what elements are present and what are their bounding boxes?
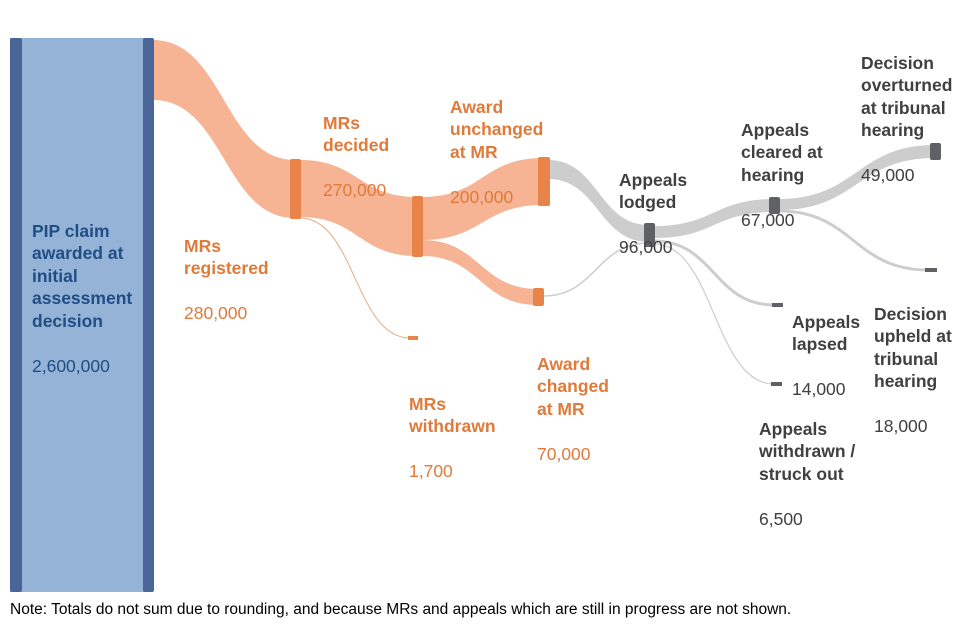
- flow-appeals-cleared-to-decision-overturned: [779, 145, 935, 210]
- node-name: MRs registered: [184, 235, 269, 279]
- flow-appeals-lodged-to-appeals-withdrawn: [653, 243, 775, 385]
- flow-award-unchanged-to-appeals-lodged: [548, 160, 649, 242]
- label-decision-upheld: Decision upheld at tribunal hearing 18,0…: [874, 280, 952, 460]
- label-appeals-lapsed: Appeals lapsed 14,000: [792, 288, 860, 423]
- flow-mrs-decided-to-award-changed: [422, 240, 538, 305]
- node-name: Award changed at MR: [537, 353, 609, 419]
- node-pip-left-bar: [10, 38, 22, 592]
- flow-appeals-lodged-to-appeals-cleared: [654, 199, 774, 238]
- label-pip-claim-awarded: PIP claim awarded at initial assessment …: [32, 197, 132, 400]
- label-decision-overturned: Decision overturned at tribunal hearing …: [861, 29, 952, 209]
- label-appeals-cleared: Appeals cleared at hearing 67,000: [741, 96, 823, 254]
- node-name: Decision overturned at tribunal hearing: [861, 52, 953, 141]
- node-name: Appeals lodged: [619, 169, 688, 213]
- node-award-changed: [533, 288, 544, 306]
- node-value: 6,500: [759, 508, 803, 529]
- node-appeals-lodged: [644, 223, 655, 247]
- node-value: 70,000: [537, 443, 591, 464]
- node-value: 14,000: [792, 379, 846, 399]
- label-mrs-registered: MRs registered 280,000: [184, 212, 269, 347]
- node-value: 280,000: [184, 303, 248, 323]
- label-mrs-withdrawn: MRs withdrawn 1,700: [409, 370, 496, 505]
- node-name: PIP claim awarded at initial assessment …: [32, 220, 133, 331]
- node-name: Appeals withdrawn / struck out: [759, 418, 856, 484]
- node-value: 67,000: [741, 209, 795, 230]
- node-name: MRs decided: [323, 112, 390, 156]
- node-value: 49,000: [861, 165, 915, 185]
- label-award-changed: Award changed at MR 70,000: [537, 330, 609, 488]
- node-award-unchanged: [538, 157, 550, 206]
- node-decision-overturned: [930, 143, 941, 160]
- node-pip-right-bar: [143, 38, 154, 592]
- label-mrs-decided: MRs decided 270,000: [323, 89, 389, 224]
- node-value: 18,000: [874, 416, 928, 436]
- node-value: 96,000: [619, 237, 673, 257]
- label-appeals-lodged: Appeals lodged 96,000: [619, 146, 687, 281]
- flow-mrs-decided-to-award-unchanged: [422, 158, 543, 240]
- node-name: Decision upheld at tribunal hearing: [874, 303, 952, 392]
- node-mrs-registered: [290, 159, 301, 219]
- node-value: 1,700: [409, 461, 453, 481]
- node-appeals-lapsed: [772, 303, 783, 307]
- flow-award-changed-to-appeals-lodged: [542, 242, 650, 297]
- flow-appeals-lodged-to-appeals-lapsed: [653, 239, 775, 307]
- node-appeals-cleared: [769, 197, 780, 214]
- label-award-unchanged: Award unchanged at MR 200,000: [450, 73, 543, 231]
- node-appeals-withdrawn: [771, 382, 782, 386]
- flow-appeals-cleared-to-decision-upheld: [778, 209, 929, 272]
- node-name: MRs withdrawn: [409, 393, 496, 437]
- node-name: Appeals lapsed: [792, 311, 861, 355]
- flow-mrs-registered-to-mrs-withdrawn: [299, 217, 411, 339]
- label-appeals-withdrawn: Appeals withdrawn / struck out 6,500: [759, 395, 855, 553]
- flow-mrs-registered-to-mrs-decided: [300, 160, 417, 256]
- footnote: Note: Totals do not sum due to rounding,…: [10, 601, 792, 618]
- node-value: 270,000: [323, 180, 387, 200]
- node-mrs-withdrawn: [408, 336, 418, 340]
- node-value: 2,600,000: [32, 355, 110, 376]
- node-mrs-decided: [412, 196, 423, 257]
- node-pip-claim-awarded: [10, 38, 153, 592]
- node-decision-upheld: [925, 268, 937, 272]
- node-name: Award unchanged at MR: [450, 96, 544, 162]
- node-value: 200,000: [450, 186, 514, 207]
- flow-pip-to-mrs-registered: [153, 40, 295, 218]
- node-name: Appeals cleared at hearing: [741, 119, 823, 185]
